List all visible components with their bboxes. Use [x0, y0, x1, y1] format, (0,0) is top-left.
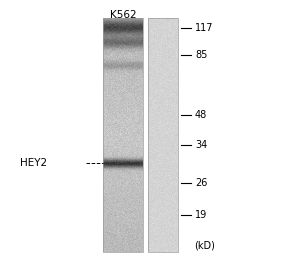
- Bar: [148, 18, 178, 252]
- Text: 34: 34: [195, 140, 207, 150]
- Text: HEY2: HEY2: [20, 158, 47, 168]
- Text: 85: 85: [195, 50, 207, 60]
- Bar: [103, 18, 143, 252]
- Text: 48: 48: [195, 110, 207, 120]
- Text: 19: 19: [195, 210, 207, 220]
- Text: 117: 117: [195, 23, 213, 33]
- Text: K562: K562: [110, 10, 136, 20]
- Text: 26: 26: [195, 178, 207, 188]
- Text: (kD): (kD): [194, 240, 215, 250]
